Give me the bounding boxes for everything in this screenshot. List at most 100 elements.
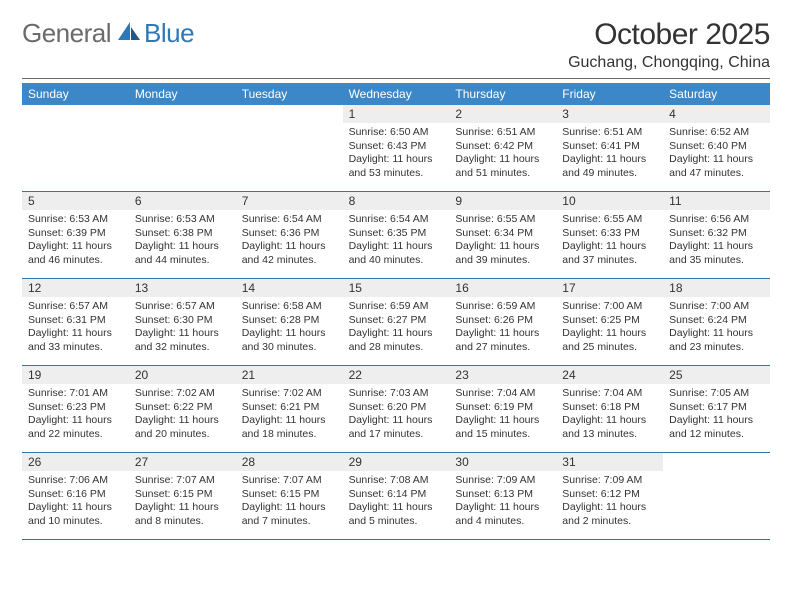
day-details: Sunrise: 7:08 AMSunset: 6:14 PMDaylight:… <box>343 471 450 533</box>
day-cell: 28Sunrise: 7:07 AMSunset: 6:15 PMDayligh… <box>236 453 343 539</box>
sunrise-text: Sunrise: 6:53 AM <box>28 213 123 227</box>
sunrise-text: Sunrise: 6:58 AM <box>242 300 337 314</box>
daylight-text: Daylight: 11 hours and 28 minutes. <box>349 327 444 354</box>
sunset-text: Sunset: 6:43 PM <box>349 140 444 154</box>
day-details: Sunrise: 7:03 AMSunset: 6:20 PMDaylight:… <box>343 384 450 446</box>
day-cell: 30Sunrise: 7:09 AMSunset: 6:13 PMDayligh… <box>449 453 556 539</box>
day-details: Sunrise: 6:51 AMSunset: 6:41 PMDaylight:… <box>556 123 663 185</box>
sunrise-text: Sunrise: 6:54 AM <box>349 213 444 227</box>
day-cell: 23Sunrise: 7:04 AMSunset: 6:19 PMDayligh… <box>449 366 556 452</box>
day-details: Sunrise: 6:53 AMSunset: 6:39 PMDaylight:… <box>22 210 129 272</box>
day-cell <box>663 453 770 539</box>
sunset-text: Sunset: 6:26 PM <box>455 314 550 328</box>
day-cell: 13Sunrise: 6:57 AMSunset: 6:30 PMDayligh… <box>129 279 236 365</box>
sunset-text: Sunset: 6:22 PM <box>135 401 230 415</box>
day-details: Sunrise: 6:52 AMSunset: 6:40 PMDaylight:… <box>663 123 770 185</box>
sunset-text: Sunset: 6:13 PM <box>455 488 550 502</box>
logo-text-1: General <box>22 18 111 49</box>
daylight-text: Daylight: 11 hours and 7 minutes. <box>242 501 337 528</box>
day-cell: 18Sunrise: 7:00 AMSunset: 6:24 PMDayligh… <box>663 279 770 365</box>
sunrise-text: Sunrise: 7:07 AM <box>242 474 337 488</box>
sunset-text: Sunset: 6:41 PM <box>562 140 657 154</box>
daylight-text: Daylight: 11 hours and 18 minutes. <box>242 414 337 441</box>
sunset-text: Sunset: 6:33 PM <box>562 227 657 241</box>
day-cell: 14Sunrise: 6:58 AMSunset: 6:28 PMDayligh… <box>236 279 343 365</box>
daylight-text: Daylight: 11 hours and 2 minutes. <box>562 501 657 528</box>
weekday-sun: Sunday <box>22 83 129 105</box>
sunset-text: Sunset: 6:35 PM <box>349 227 444 241</box>
sunset-text: Sunset: 6:31 PM <box>28 314 123 328</box>
day-cell: 5Sunrise: 6:53 AMSunset: 6:39 PMDaylight… <box>22 192 129 278</box>
sunrise-text: Sunrise: 6:50 AM <box>349 126 444 140</box>
weekday-row: Sunday Monday Tuesday Wednesday Thursday… <box>22 83 770 105</box>
sunrise-text: Sunrise: 6:52 AM <box>669 126 764 140</box>
daylight-text: Daylight: 11 hours and 25 minutes. <box>562 327 657 354</box>
day-number: 18 <box>663 279 770 297</box>
week-row: 12Sunrise: 6:57 AMSunset: 6:31 PMDayligh… <box>22 279 770 366</box>
daylight-text: Daylight: 11 hours and 51 minutes. <box>455 153 550 180</box>
sunset-text: Sunset: 6:23 PM <box>28 401 123 415</box>
daylight-text: Daylight: 11 hours and 20 minutes. <box>135 414 230 441</box>
day-details: Sunrise: 6:56 AMSunset: 6:32 PMDaylight:… <box>663 210 770 272</box>
day-cell: 20Sunrise: 7:02 AMSunset: 6:22 PMDayligh… <box>129 366 236 452</box>
day-cell: 31Sunrise: 7:09 AMSunset: 6:12 PMDayligh… <box>556 453 663 539</box>
daylight-text: Daylight: 11 hours and 4 minutes. <box>455 501 550 528</box>
sunset-text: Sunset: 6:17 PM <box>669 401 764 415</box>
daylight-text: Daylight: 11 hours and 5 minutes. <box>349 501 444 528</box>
day-details: Sunrise: 7:06 AMSunset: 6:16 PMDaylight:… <box>22 471 129 533</box>
daylight-text: Daylight: 11 hours and 17 minutes. <box>349 414 444 441</box>
daylight-text: Daylight: 11 hours and 49 minutes. <box>562 153 657 180</box>
day-number: 11 <box>663 192 770 210</box>
sunrise-text: Sunrise: 7:05 AM <box>669 387 764 401</box>
daylight-text: Daylight: 11 hours and 12 minutes. <box>669 414 764 441</box>
sunset-text: Sunset: 6:39 PM <box>28 227 123 241</box>
daylight-text: Daylight: 11 hours and 30 minutes. <box>242 327 337 354</box>
sunset-text: Sunset: 6:15 PM <box>135 488 230 502</box>
day-number <box>236 105 343 121</box>
sunset-text: Sunset: 6:30 PM <box>135 314 230 328</box>
day-details: Sunrise: 6:59 AMSunset: 6:27 PMDaylight:… <box>343 297 450 359</box>
day-cell: 6Sunrise: 6:53 AMSunset: 6:38 PMDaylight… <box>129 192 236 278</box>
calendar-grid: Sunday Monday Tuesday Wednesday Thursday… <box>22 83 770 540</box>
daylight-text: Daylight: 11 hours and 46 minutes. <box>28 240 123 267</box>
day-details: Sunrise: 7:07 AMSunset: 6:15 PMDaylight:… <box>129 471 236 533</box>
sunrise-text: Sunrise: 6:55 AM <box>562 213 657 227</box>
sunrise-text: Sunrise: 7:03 AM <box>349 387 444 401</box>
day-details: Sunrise: 6:54 AMSunset: 6:35 PMDaylight:… <box>343 210 450 272</box>
daylight-text: Daylight: 11 hours and 47 minutes. <box>669 153 764 180</box>
sunset-text: Sunset: 6:28 PM <box>242 314 337 328</box>
day-number: 8 <box>343 192 450 210</box>
sunset-text: Sunset: 6:38 PM <box>135 227 230 241</box>
sunrise-text: Sunrise: 6:53 AM <box>135 213 230 227</box>
day-details: Sunrise: 6:57 AMSunset: 6:30 PMDaylight:… <box>129 297 236 359</box>
day-details: Sunrise: 6:55 AMSunset: 6:33 PMDaylight:… <box>556 210 663 272</box>
day-cell: 21Sunrise: 7:02 AMSunset: 6:21 PMDayligh… <box>236 366 343 452</box>
sunset-text: Sunset: 6:12 PM <box>562 488 657 502</box>
day-details: Sunrise: 6:58 AMSunset: 6:28 PMDaylight:… <box>236 297 343 359</box>
weekday-fri: Friday <box>556 83 663 105</box>
day-number: 24 <box>556 366 663 384</box>
sunrise-text: Sunrise: 7:00 AM <box>562 300 657 314</box>
daylight-text: Daylight: 11 hours and 42 minutes. <box>242 240 337 267</box>
day-cell: 3Sunrise: 6:51 AMSunset: 6:41 PMDaylight… <box>556 105 663 191</box>
day-details: Sunrise: 6:50 AMSunset: 6:43 PMDaylight:… <box>343 123 450 185</box>
daylight-text: Daylight: 11 hours and 35 minutes. <box>669 240 764 267</box>
day-cell: 26Sunrise: 7:06 AMSunset: 6:16 PMDayligh… <box>22 453 129 539</box>
day-number: 15 <box>343 279 450 297</box>
day-number: 5 <box>22 192 129 210</box>
sunset-text: Sunset: 6:20 PM <box>349 401 444 415</box>
day-details: Sunrise: 6:53 AMSunset: 6:38 PMDaylight:… <box>129 210 236 272</box>
logo-sail-icon <box>113 20 142 47</box>
day-number: 19 <box>22 366 129 384</box>
day-cell: 24Sunrise: 7:04 AMSunset: 6:18 PMDayligh… <box>556 366 663 452</box>
daylight-text: Daylight: 11 hours and 37 minutes. <box>562 240 657 267</box>
day-number: 13 <box>129 279 236 297</box>
day-cell: 15Sunrise: 6:59 AMSunset: 6:27 PMDayligh… <box>343 279 450 365</box>
daylight-text: Daylight: 11 hours and 40 minutes. <box>349 240 444 267</box>
day-number: 23 <box>449 366 556 384</box>
day-cell: 10Sunrise: 6:55 AMSunset: 6:33 PMDayligh… <box>556 192 663 278</box>
sunrise-text: Sunrise: 7:02 AM <box>135 387 230 401</box>
sunset-text: Sunset: 6:15 PM <box>242 488 337 502</box>
day-cell <box>129 105 236 191</box>
sunset-text: Sunset: 6:19 PM <box>455 401 550 415</box>
